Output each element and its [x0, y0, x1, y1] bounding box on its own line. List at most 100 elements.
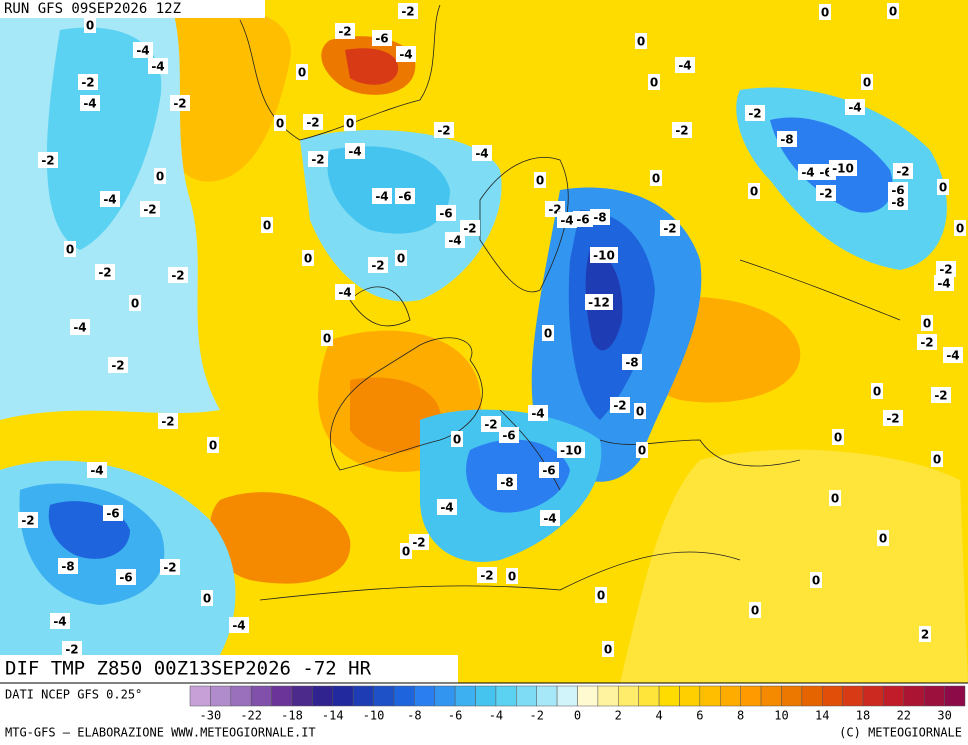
contour-label-box: [100, 191, 120, 207]
contour-label: -2: [111, 359, 124, 373]
contour-label-box: [409, 534, 429, 550]
map: RUN GFS 09SEP2026 12Z DIF TMP Z850 00Z13…: [0, 0, 968, 683]
contour-label-box: [398, 3, 418, 19]
contour-label-box: [610, 397, 630, 413]
title-box: [0, 655, 458, 683]
contour-label: -4: [946, 349, 959, 363]
contour-label-box: [472, 145, 492, 161]
contour-label-box: [539, 462, 559, 478]
colorbar-tick-label: 22: [897, 709, 911, 723]
contour-label-box: [557, 212, 577, 228]
contour-label: 0: [397, 252, 405, 266]
color-swatch: [475, 685, 497, 707]
contour-label: -4: [232, 619, 245, 633]
contour-label-box: [261, 217, 273, 233]
contour-label: -2: [161, 415, 174, 429]
contour-label-box: [50, 613, 70, 629]
contour-label-box: [108, 357, 128, 373]
contour-label: -4: [560, 214, 573, 228]
cold-area: [46, 27, 162, 251]
contour-label: 0: [939, 181, 947, 195]
colorbar-tick-label: 8: [737, 709, 744, 723]
mild-area: [620, 449, 968, 683]
contour-label: -4: [103, 193, 116, 207]
color-swatch: [883, 685, 905, 707]
contour-label: -2: [484, 418, 497, 432]
contour-label: -4: [543, 512, 556, 526]
contour-label-box: [622, 354, 642, 370]
contour-label: -4: [136, 44, 149, 58]
contour-label: -2: [437, 124, 450, 138]
contour-labels: -2 00 -2 -6 00-4-4-40 -4-2 0 0-4 -2-2 -40 -2 0 -2 -2-…: [18, 3, 966, 657]
contour-label: -2: [675, 124, 688, 138]
contour-label: -6: [502, 429, 515, 443]
colorbar-tick-label: 14: [815, 709, 829, 723]
map-title: DIF TMP Z850 00Z13SEP2026 -72 HR: [5, 658, 372, 680]
color-swatch: [821, 685, 843, 707]
color-swatch: [903, 685, 925, 707]
contour-label: 0: [346, 117, 354, 131]
contour-label-box: [303, 114, 323, 130]
contour-label: 0: [751, 604, 759, 618]
contour-label: 0: [508, 570, 516, 584]
color-swatch: [414, 685, 435, 707]
contour-label: 0: [923, 317, 931, 331]
warm-area: [350, 377, 442, 453]
contour-label: 0: [131, 297, 139, 311]
contour-label: 2: [921, 628, 929, 642]
contour-label: -2: [21, 514, 34, 528]
contour-label-box: [887, 3, 899, 19]
contour-label: 0: [323, 332, 331, 346]
contour-label-box: [829, 490, 841, 506]
colorbar-tick-label: 18: [856, 709, 870, 723]
contour-label-box: [931, 387, 951, 403]
contour-label-box: [871, 383, 883, 399]
contour-label-box: [650, 170, 662, 186]
contour-label: 0: [304, 252, 312, 266]
contour-label-box: [335, 23, 355, 39]
colorbar-tick-label: 10: [774, 709, 788, 723]
contour-label-box: [636, 442, 648, 458]
contour-label: -2: [306, 116, 319, 130]
contour-label: -2: [81, 76, 94, 90]
colorbar-tick-label: -8: [407, 709, 421, 723]
contour-label: 0: [863, 76, 871, 90]
run-header: RUN GFS 09SEP2026 12Z: [4, 1, 181, 17]
colorbar-tick-label: -22: [240, 709, 262, 723]
footer-left: MTG-GFS — ELABORAZIONE WWW.METEOGIORNALE…: [5, 726, 316, 740]
contour-label: -2: [338, 25, 351, 39]
footer-right: (C) METEOGIORNALE: [839, 726, 962, 740]
contour-label-box: [103, 505, 123, 521]
color-swatch: [373, 685, 395, 707]
contour-label: -4: [448, 234, 461, 248]
contour-label: -6: [542, 464, 555, 478]
contour-label-box: [590, 209, 610, 225]
contour-label: -8: [625, 356, 638, 370]
color-swatch: [434, 685, 456, 707]
contour-label-box: [557, 442, 585, 458]
contour-label-box: [116, 569, 136, 585]
contour-label: 0: [956, 222, 964, 236]
contour-label-box: [133, 42, 153, 58]
contour-label-box: [434, 122, 454, 138]
contour-label: -2: [896, 165, 909, 179]
contour-label: -2: [939, 263, 952, 277]
color-swatch: [597, 685, 619, 707]
contour-label-box: [943, 347, 963, 363]
color-swatch: [740, 685, 762, 707]
contour-label-box: [396, 46, 416, 62]
contour-label-box: [302, 250, 314, 266]
contour-label: 0: [889, 5, 897, 19]
contour-label-box: [18, 512, 38, 528]
contour-label-box: [58, 558, 78, 574]
contour-label: -6: [106, 507, 119, 521]
contour-label-box: [745, 105, 765, 121]
contour-label: 0: [263, 219, 271, 233]
contour-label-box: [64, 241, 76, 257]
contour-label-box: [590, 247, 618, 263]
contour-label: -4: [151, 60, 164, 74]
color-swatch: [760, 685, 782, 707]
contour-label: -4: [440, 501, 453, 515]
contour-label-box: [321, 330, 333, 346]
color-swatch: [271, 685, 293, 707]
